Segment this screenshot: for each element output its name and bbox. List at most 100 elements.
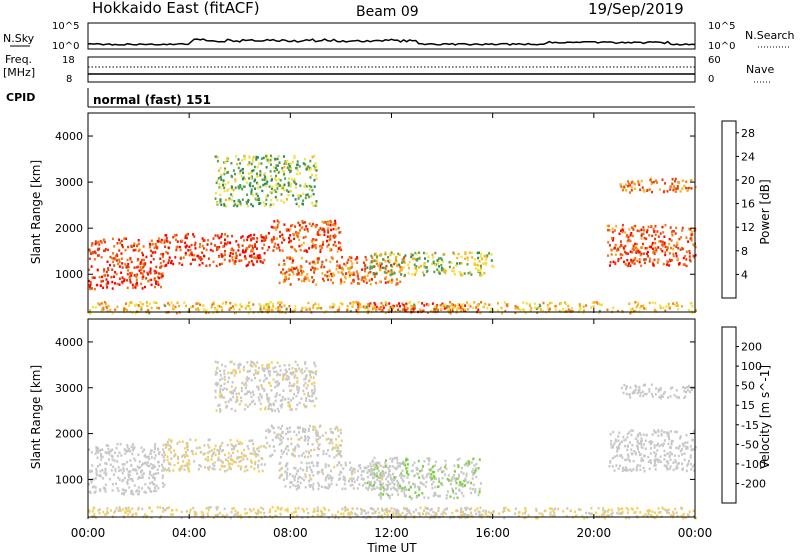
- echo-cell: [610, 512, 613, 516]
- echo-cell: [93, 512, 96, 516]
- echo-cell: [230, 248, 233, 252]
- echo-cell: [272, 378, 275, 381]
- echo-cell: [250, 176, 253, 179]
- echo-cell: [436, 303, 439, 307]
- echo-cell: [624, 244, 627, 248]
- echo-cell: [134, 248, 137, 252]
- echo-cell: [201, 244, 204, 248]
- echo-cell: [113, 264, 116, 267]
- echo-cell: [400, 489, 403, 493]
- echo-cell: [94, 452, 97, 456]
- echo-cell: [665, 305, 668, 308]
- echo-cell: [671, 386, 674, 389]
- echo-cell: [268, 444, 271, 448]
- echo-cell: [247, 205, 250, 208]
- echo-cell: [135, 275, 138, 279]
- echo-cell: [348, 480, 350, 483]
- echo-cell: [234, 186, 237, 190]
- echo-cell: [403, 258, 406, 262]
- echo-cell: [206, 243, 209, 246]
- echo-cell: [268, 305, 271, 309]
- echo-cell: [245, 200, 248, 204]
- echo-cell: [239, 514, 242, 517]
- echo-cell: [156, 506, 159, 509]
- echo-cell: [299, 194, 302, 198]
- echo-cell: [444, 271, 447, 275]
- echo-cell: [139, 271, 142, 275]
- echo-cell: [231, 507, 234, 511]
- echo-cell: [208, 446, 211, 449]
- echo-cell: [630, 258, 633, 262]
- echo-cell: [268, 374, 271, 377]
- echo-cell: [282, 389, 285, 392]
- echo-cell: [302, 162, 305, 165]
- echo-cell: [599, 303, 601, 306]
- echo-cell: [238, 172, 241, 175]
- echo-cell: [335, 483, 338, 487]
- echo-cell: [625, 263, 628, 266]
- echo-cell: [417, 485, 420, 489]
- echo-cell: [325, 258, 328, 262]
- echo-cell: [167, 302, 170, 305]
- echo-cell: [274, 242, 277, 245]
- echo-cell: [610, 253, 613, 256]
- echo-cell: [651, 301, 654, 304]
- echo-cell: [387, 467, 390, 470]
- echo-cell: [301, 371, 304, 375]
- echo-cell: [198, 464, 201, 467]
- echo-cell: [618, 245, 621, 249]
- echo-cell: [216, 308, 219, 311]
- echo-cell: [329, 223, 332, 227]
- colorbar-tick-label: 8: [741, 245, 748, 258]
- echo-cell: [135, 468, 138, 472]
- echo-cell: [282, 268, 285, 271]
- echo-cell: [315, 202, 318, 206]
- echo-cell: [223, 382, 226, 385]
- echo-cell: [215, 506, 218, 509]
- echo-cell: [240, 459, 243, 463]
- echo-cell: [330, 248, 333, 251]
- echo-cell: [685, 236, 688, 239]
- echo-cell: [263, 173, 266, 177]
- echo-cell: [317, 481, 320, 485]
- echo-cell: [645, 433, 648, 437]
- echo-cell: [427, 255, 430, 258]
- echo-cell: [334, 224, 337, 227]
- echo-cell: [634, 453, 637, 456]
- echo-cell: [633, 182, 636, 185]
- echo-cell: [386, 487, 389, 491]
- echo-cell: [293, 309, 296, 312]
- echo-cell: [224, 253, 226, 256]
- echo-cell: [317, 447, 320, 451]
- echo-cell: [342, 478, 345, 481]
- echo-cell: [173, 463, 176, 467]
- echo-cell: [268, 309, 271, 312]
- echo-cell: [457, 303, 460, 306]
- echo-cell: [300, 397, 303, 400]
- echo-cell: [441, 268, 444, 271]
- echo-cell: [335, 454, 338, 457]
- echo-cell: [304, 381, 307, 385]
- echo-cell: [200, 450, 203, 454]
- echo-cell: [257, 366, 260, 370]
- echo-cell: [453, 470, 456, 473]
- echo-cell: [319, 436, 322, 439]
- echo-cell: [217, 458, 220, 462]
- echo-cell: [305, 260, 308, 263]
- echo-cell: [302, 384, 305, 387]
- echo-cell: [406, 463, 409, 466]
- echo-cell: [639, 464, 642, 467]
- echo-cell: [298, 431, 300, 434]
- echo-cell: [296, 480, 299, 483]
- echo-cell: [667, 508, 670, 511]
- echo-cell: [223, 369, 226, 372]
- echo-cell: [618, 454, 621, 457]
- echo-cell: [272, 445, 275, 448]
- echo-cell: [677, 454, 680, 458]
- echo-cell: [304, 428, 307, 431]
- echo-cell: [617, 435, 620, 438]
- echo-cell: [268, 363, 271, 366]
- echo-cell: [233, 389, 236, 392]
- echo-cell: [218, 450, 221, 453]
- echo-cell: [305, 450, 308, 453]
